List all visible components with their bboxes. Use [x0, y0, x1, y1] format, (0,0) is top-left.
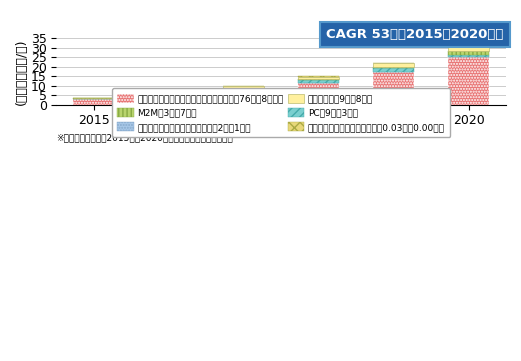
- Bar: [373, 63, 414, 67]
- Bar: [223, 90, 264, 105]
- Bar: [298, 77, 339, 79]
- Bar: [298, 80, 339, 83]
- Bar: [373, 67, 414, 68]
- Bar: [298, 76, 339, 77]
- Bar: [148, 94, 190, 95]
- Bar: [223, 88, 264, 90]
- Bar: [448, 55, 489, 57]
- Bar: [373, 68, 414, 72]
- Text: ※カッコ内の数値は2015年と2020年のデバイスの割合を示す。: ※カッコ内の数値は2015年と2020年のデバイスの割合を示す。: [56, 134, 233, 143]
- Text: CAGR 53％（2015～2020年）: CAGR 53％（2015～2020年）: [326, 28, 504, 41]
- Bar: [148, 96, 190, 105]
- Bar: [298, 79, 339, 80]
- Bar: [448, 51, 489, 55]
- Bar: [448, 57, 489, 105]
- Bar: [223, 86, 264, 88]
- Legend: スマートフォン（ファブレットを含む）（76％、8１％）, M2M（3％、7％）, スマートフォン以外の携帯電話（2％、1％）, タブレット（9％、8％）, PC: スマートフォン（ファブレットを含む）（76％、8１％）, M2M（3％、7％）,…: [112, 88, 450, 137]
- Bar: [148, 93, 190, 94]
- Bar: [298, 83, 339, 105]
- Bar: [448, 47, 489, 51]
- Y-axis label: (エクサバイト/月): (エクサバイト/月): [15, 38, 28, 105]
- Bar: [73, 99, 115, 105]
- Bar: [373, 72, 414, 105]
